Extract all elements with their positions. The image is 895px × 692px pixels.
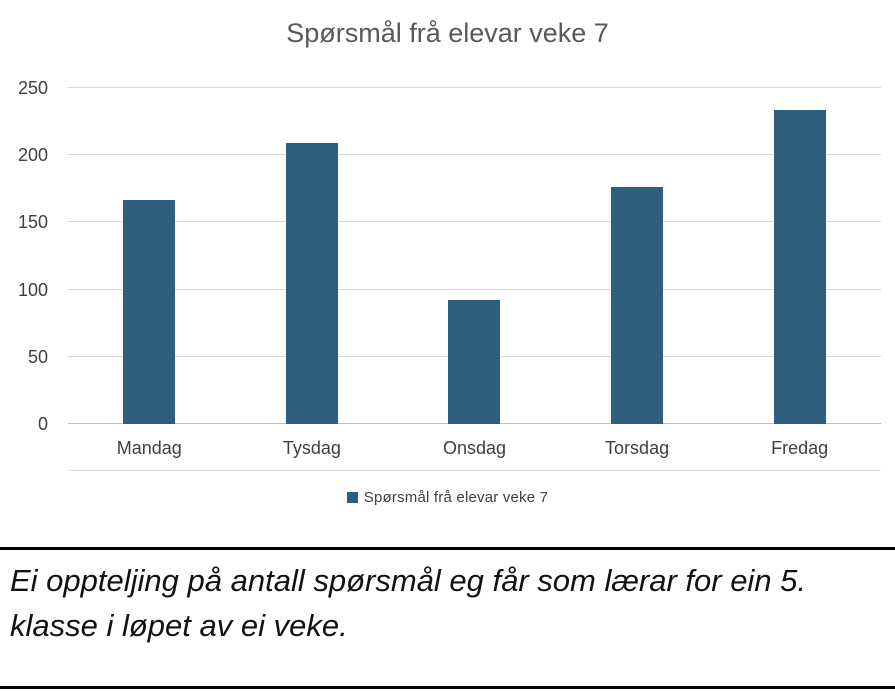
x-tick-label: Mandag: [116, 438, 182, 458]
bar: [448, 300, 501, 424]
y-tick-label: 50: [27, 346, 48, 367]
caption-text: Ei oppteljing på antall spørsmål eg får …: [10, 563, 807, 643]
x-axis-underline: [68, 470, 881, 471]
bars-row: [68, 88, 881, 424]
bar: [773, 109, 826, 424]
gridline: [68, 154, 881, 156]
x-tick-label: Fredag: [771, 438, 829, 458]
bar: [611, 187, 664, 424]
x-tick-label: Torsdag: [605, 438, 670, 458]
y-tick-label: 250: [17, 78, 48, 98]
plot-area: [68, 87, 881, 424]
bottom-divider: [0, 686, 895, 689]
legend-label: Spørsmål frå elevar veke 7: [363, 489, 549, 506]
bar: [285, 143, 338, 424]
bar: [123, 199, 176, 424]
x-tick-label: Tysdag: [282, 438, 341, 458]
legend-swatch-icon: [346, 492, 358, 503]
y-tick-label: 200: [17, 145, 48, 166]
top-divider: [0, 547, 895, 550]
chart-title: Spørsmål frå elevar veke 7: [286, 18, 609, 48]
y-tick-label: 100: [17, 279, 48, 300]
gridline: [68, 221, 881, 223]
x-tick-label: Onsdag: [442, 438, 506, 458]
gridline: [68, 288, 881, 290]
legend: Spørsmål frå elevar veke 7: [0, 489, 895, 506]
bar-column: [68, 88, 231, 424]
y-tick-label: 0: [37, 414, 48, 434]
bar-column: [718, 88, 881, 424]
x-axis-labels: Mandag Tysdag Onsdag Torsdag Fredag: [68, 438, 881, 459]
bar-column: [231, 88, 394, 424]
y-tick-label: 150: [17, 212, 48, 233]
gridline: [68, 87, 881, 88]
bar-column: [393, 88, 556, 424]
bar-column: [556, 88, 719, 424]
